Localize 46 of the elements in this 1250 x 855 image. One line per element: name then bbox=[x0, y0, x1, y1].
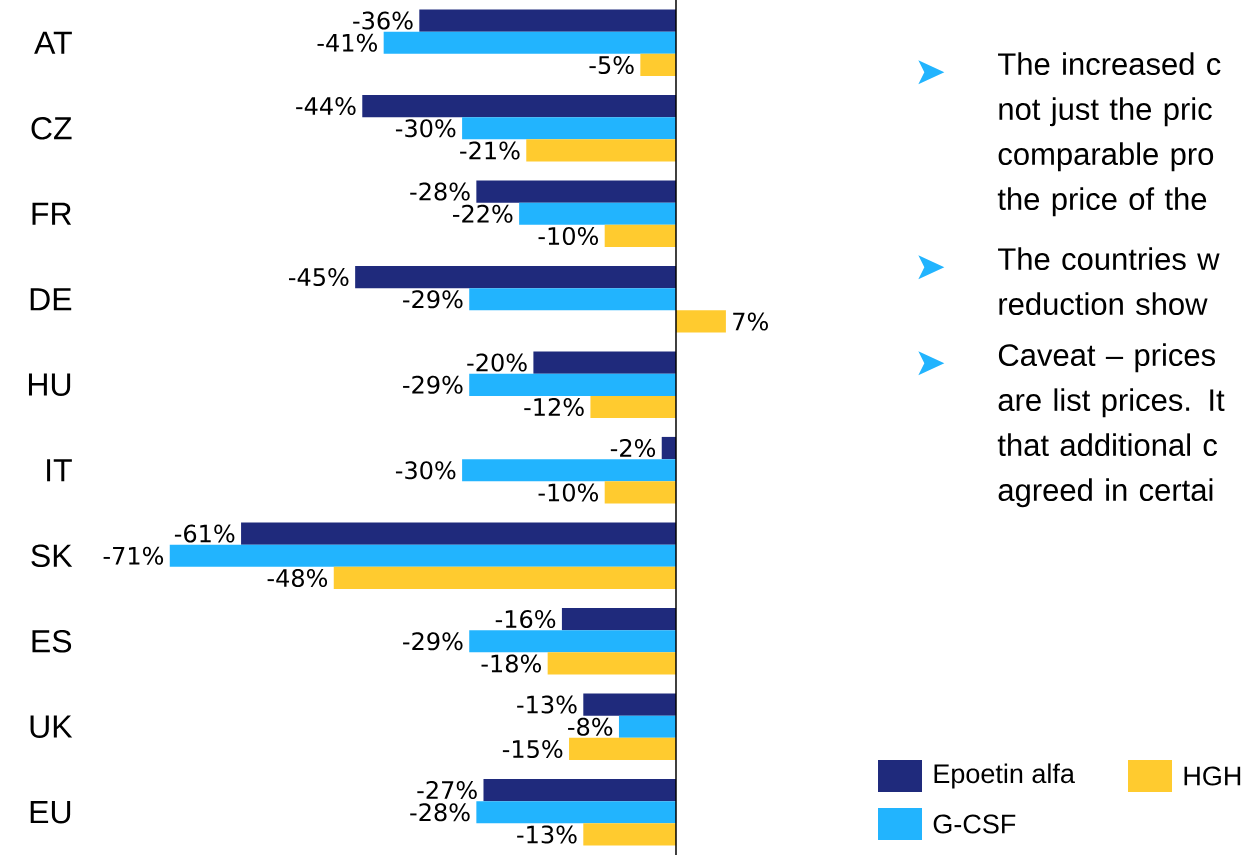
data-label: -71% bbox=[103, 546, 164, 565]
data-label: -30% bbox=[395, 119, 456, 138]
data-label: -12% bbox=[524, 397, 584, 417]
data-label: -18% bbox=[481, 654, 541, 673]
data-label: -27% bbox=[417, 780, 477, 800]
y-tick-label: SK bbox=[31, 544, 73, 568]
data-label: -29% bbox=[403, 290, 463, 309]
legend-label: Epoetin alfa bbox=[934, 763, 1075, 789]
y-tick-label: IT bbox=[47, 459, 72, 482]
y-tick-label: HU bbox=[28, 373, 71, 396]
y-tick-label: FR bbox=[32, 202, 72, 225]
y-tick-label: DE bbox=[30, 288, 72, 311]
text: The increased c not just the pric comparable pro the price of the bbox=[997, 52, 1221, 217]
data-label: -5% bbox=[589, 55, 634, 75]
data-label: -41% bbox=[317, 33, 378, 52]
data-label: -29% bbox=[403, 375, 463, 394]
data-label: -30% bbox=[395, 461, 456, 480]
data-label: -29% bbox=[403, 632, 463, 651]
data-label: -28% bbox=[410, 182, 470, 201]
data-label: -20% bbox=[467, 353, 527, 372]
data-label: -10% bbox=[538, 226, 599, 246]
y-tick-label: EU bbox=[30, 801, 71, 824]
data-label: -61% bbox=[174, 524, 235, 543]
data-label: -10% bbox=[538, 483, 599, 502]
y-tick-label: CZ bbox=[31, 116, 72, 140]
legend-label: HGH bbox=[1184, 766, 1241, 786]
data-label: -2% bbox=[610, 438, 656, 458]
y-tick-label: ES bbox=[32, 629, 72, 653]
data-label: -44% bbox=[296, 96, 356, 116]
data-label: 7% bbox=[733, 312, 768, 331]
data-label: -13% bbox=[517, 825, 577, 844]
text: The countries w reduction show bbox=[998, 247, 1220, 316]
data-label: -13% bbox=[517, 695, 577, 714]
text: Caveat – prices are list prices. It that additional c agreed in certai bbox=[997, 343, 1225, 508]
legend-label: G-CSF bbox=[933, 814, 1016, 834]
data-label: -15% bbox=[502, 739, 563, 759]
y-tick-label: UK bbox=[30, 715, 73, 738]
data-label: -21% bbox=[460, 141, 520, 160]
data-label: -36% bbox=[353, 11, 413, 30]
data-label: -28% bbox=[410, 803, 470, 822]
y-tick-label: AT bbox=[34, 31, 72, 54]
data-label: -8% bbox=[568, 717, 613, 736]
data-label: -48% bbox=[267, 568, 328, 588]
data-label: -16% bbox=[495, 609, 556, 629]
data-label: -22% bbox=[452, 204, 513, 223]
data-label: -45% bbox=[288, 267, 349, 287]
